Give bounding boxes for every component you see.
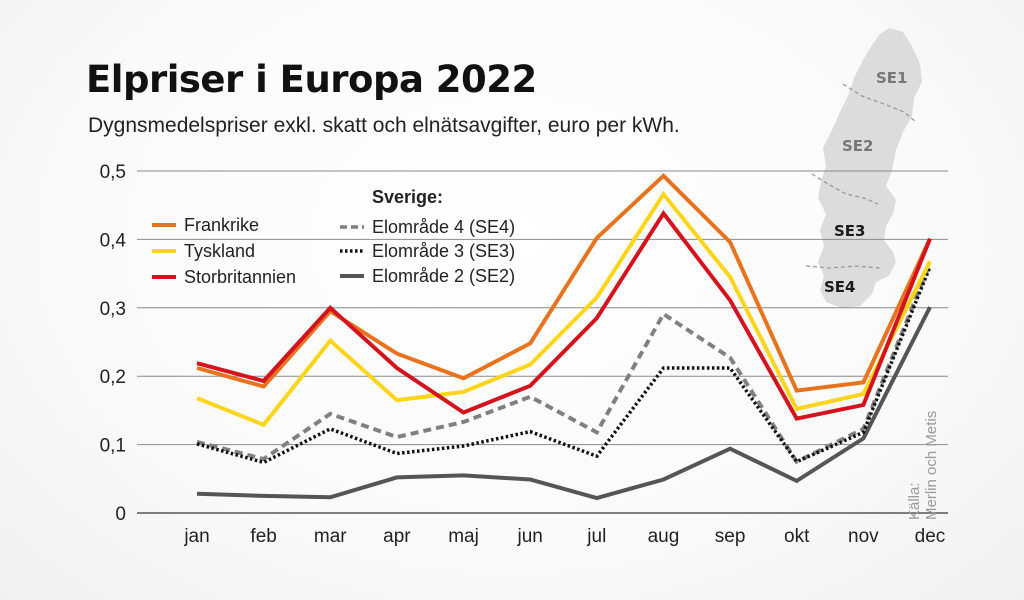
legend-label-tyskland: Tyskland (184, 241, 255, 261)
x-tick-label: mar (314, 526, 347, 547)
region-border-se3-se4 (805, 265, 881, 269)
series-lines (196, 173, 932, 501)
x-tick-label: apr (383, 526, 411, 547)
series-line-tyskland (196, 190, 932, 428)
source-label: Källa: (906, 482, 923, 520)
legend-label-storbritannien: Storbritannien (184, 267, 296, 287)
legend-label-frankrike: Frankrike (184, 215, 259, 235)
sweden-map: SE1 SE2 SE3 SE4 (805, 28, 922, 308)
legend-label-se2: Elområde 2 (SE2) (372, 266, 515, 286)
x-tick-label: okt (784, 526, 810, 547)
series-line-frankrike (196, 173, 932, 393)
grid (137, 170, 948, 514)
y-tick-label: 0,1 (100, 436, 126, 457)
y-tick-label: 0,2 (100, 367, 126, 388)
map-label-se1: SE1 (876, 69, 908, 87)
x-tick-label: feb (250, 526, 276, 547)
chart-subtitle: Dygnsmedelspriser exkl. skatt och elnäts… (88, 114, 680, 137)
chart-title: Elpriser i Europa 2022 (86, 58, 537, 101)
x-axis: jan feb mar apr maj jun jul aug sep okt nov dec (183, 526, 945, 547)
series-line-elomr-de-3-se3 (196, 266, 932, 465)
x-tick-label: dec (915, 526, 946, 547)
legend-heading: Sverige: (372, 187, 443, 207)
y-axis: 0 0,1 0,2 0,3 0,4 0,5 (100, 162, 127, 525)
x-tick-label: jan (183, 526, 209, 547)
x-tick-label: maj (448, 526, 479, 547)
y-tick-label: 0,3 (100, 299, 126, 320)
x-tick-label: jul (586, 526, 606, 547)
x-tick-label: nov (848, 526, 879, 547)
x-tick-label: jun (517, 526, 543, 547)
map-label-se4: SE4 (824, 278, 856, 296)
y-tick-label: 0,4 (100, 230, 127, 251)
source-text: Merlin och Metis (923, 410, 940, 520)
legend-sweden: Sverige: Elområde 4 (SE4) Elområde 3 (SE… (340, 187, 515, 286)
legend-label-se3: Elområde 3 (SE3) (372, 241, 515, 261)
x-tick-label: aug (648, 526, 680, 547)
map-label-se2: SE2 (842, 137, 874, 155)
y-tick-label: 0,5 (100, 162, 126, 183)
sweden-map-shape (818, 28, 922, 308)
source-note: Källa: Merlin och Metis (906, 411, 940, 520)
region-border-se1-se2 (842, 83, 917, 123)
y-tick-label: 0 (115, 504, 126, 525)
series-line-elomr-de-2-se2 (196, 306, 932, 501)
x-tick-label: sep (715, 526, 746, 547)
legend-countries: Frankrike Tyskland Storbritannien (152, 215, 296, 287)
legend-label-se4: Elområde 4 (SE4) (372, 217, 515, 237)
series-line-storbritannien (196, 209, 932, 421)
map-label-se3: SE3 (834, 222, 866, 240)
